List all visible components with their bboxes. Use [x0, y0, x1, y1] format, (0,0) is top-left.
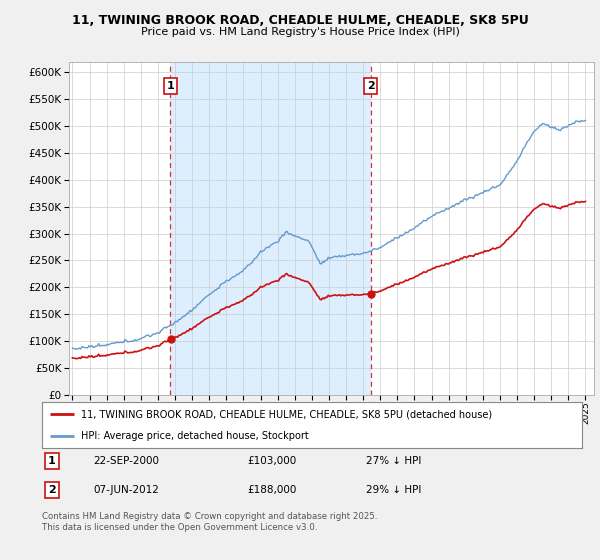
- Text: 11, TWINING BROOK ROAD, CHEADLE HULME, CHEADLE, SK8 5PU (detached house): 11, TWINING BROOK ROAD, CHEADLE HULME, C…: [81, 409, 492, 419]
- Text: 1: 1: [48, 456, 56, 466]
- Text: 2: 2: [48, 486, 56, 496]
- Text: HPI: Average price, detached house, Stockport: HPI: Average price, detached house, Stoc…: [81, 431, 308, 441]
- Text: 1: 1: [166, 81, 174, 91]
- Text: Price paid vs. HM Land Registry's House Price Index (HPI): Price paid vs. HM Land Registry's House …: [140, 27, 460, 37]
- Text: £103,000: £103,000: [247, 456, 296, 466]
- Text: Contains HM Land Registry data © Crown copyright and database right 2025.
This d: Contains HM Land Registry data © Crown c…: [42, 512, 377, 532]
- Text: £188,000: £188,000: [247, 486, 296, 496]
- Text: 27% ↓ HPI: 27% ↓ HPI: [366, 456, 421, 466]
- Text: 29% ↓ HPI: 29% ↓ HPI: [366, 486, 421, 496]
- Bar: [170, 62, 371, 395]
- Text: 22-SEP-2000: 22-SEP-2000: [94, 456, 160, 466]
- Text: 11, TWINING BROOK ROAD, CHEADLE HULME, CHEADLE, SK8 5PU: 11, TWINING BROOK ROAD, CHEADLE HULME, C…: [71, 14, 529, 27]
- Text: 2: 2: [367, 81, 374, 91]
- Text: 07-JUN-2012: 07-JUN-2012: [94, 486, 159, 496]
